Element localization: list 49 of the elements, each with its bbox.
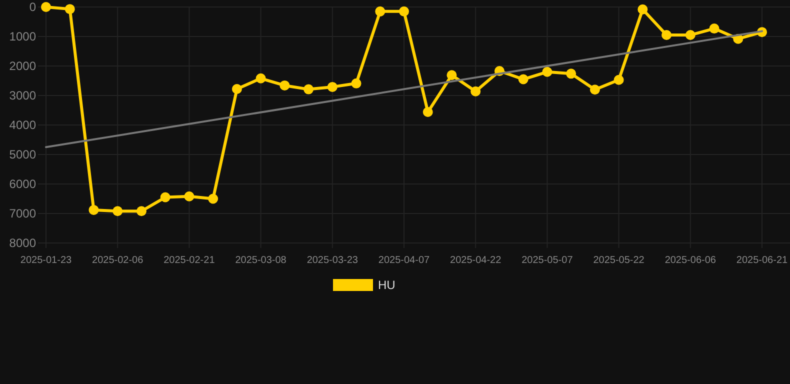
point bbox=[638, 4, 648, 14]
point bbox=[256, 73, 266, 84]
point bbox=[375, 6, 386, 16]
point bbox=[208, 194, 218, 204]
point bbox=[280, 80, 290, 90]
point bbox=[88, 204, 99, 215]
point bbox=[614, 74, 624, 85]
point bbox=[136, 206, 146, 216]
point bbox=[64, 4, 75, 14]
y-tick-label: 1000 bbox=[9, 30, 36, 44]
point bbox=[590, 84, 600, 95]
x-tick-label: 2025-06-06 bbox=[664, 255, 716, 266]
point bbox=[41, 2, 51, 12]
point bbox=[709, 24, 720, 34]
legend-label: HU bbox=[378, 278, 396, 292]
point bbox=[112, 206, 123, 216]
y-tick-label: 4000 bbox=[9, 118, 36, 132]
point bbox=[184, 191, 194, 202]
x-tick-label: 2025-01-23 bbox=[20, 255, 72, 266]
point bbox=[422, 107, 433, 118]
x-tick-label: 2025-04-07 bbox=[378, 255, 430, 266]
y-tick-label: 8000 bbox=[9, 236, 36, 250]
y-tick-label: 7000 bbox=[9, 206, 36, 221]
x-tick-label: 2025-02-06 bbox=[92, 255, 144, 266]
x-tick-label: 2025-05-22 bbox=[593, 255, 645, 266]
point bbox=[518, 74, 528, 84]
point bbox=[542, 66, 552, 77]
y-tick-label: 6000 bbox=[9, 177, 36, 192]
point bbox=[566, 68, 576, 79]
y-tick-label: 3000 bbox=[9, 88, 36, 103]
point bbox=[232, 84, 242, 94]
point bbox=[446, 70, 457, 80]
y-tick-label: 2000 bbox=[9, 59, 36, 74]
x-tick-label: 2025-03-23 bbox=[306, 255, 358, 266]
point bbox=[470, 86, 481, 96]
x-tick-label: 2025-06-21 bbox=[736, 255, 788, 266]
point bbox=[399, 6, 409, 16]
point bbox=[685, 30, 696, 40]
x-tick-label: 2025-03-08 bbox=[235, 255, 287, 266]
x-tick-label: 2025-02-21 bbox=[164, 255, 216, 266]
point bbox=[351, 78, 362, 88]
y-tick-label: 0 bbox=[29, 0, 36, 14]
x-tick-label: 2025-04-22 bbox=[450, 255, 502, 266]
point bbox=[304, 84, 314, 94]
point bbox=[662, 30, 672, 40]
y-tick-label: 5000 bbox=[9, 148, 36, 162]
x-tick-label: 2025-05-07 bbox=[522, 255, 574, 266]
point bbox=[160, 192, 170, 202]
point bbox=[327, 82, 338, 92]
